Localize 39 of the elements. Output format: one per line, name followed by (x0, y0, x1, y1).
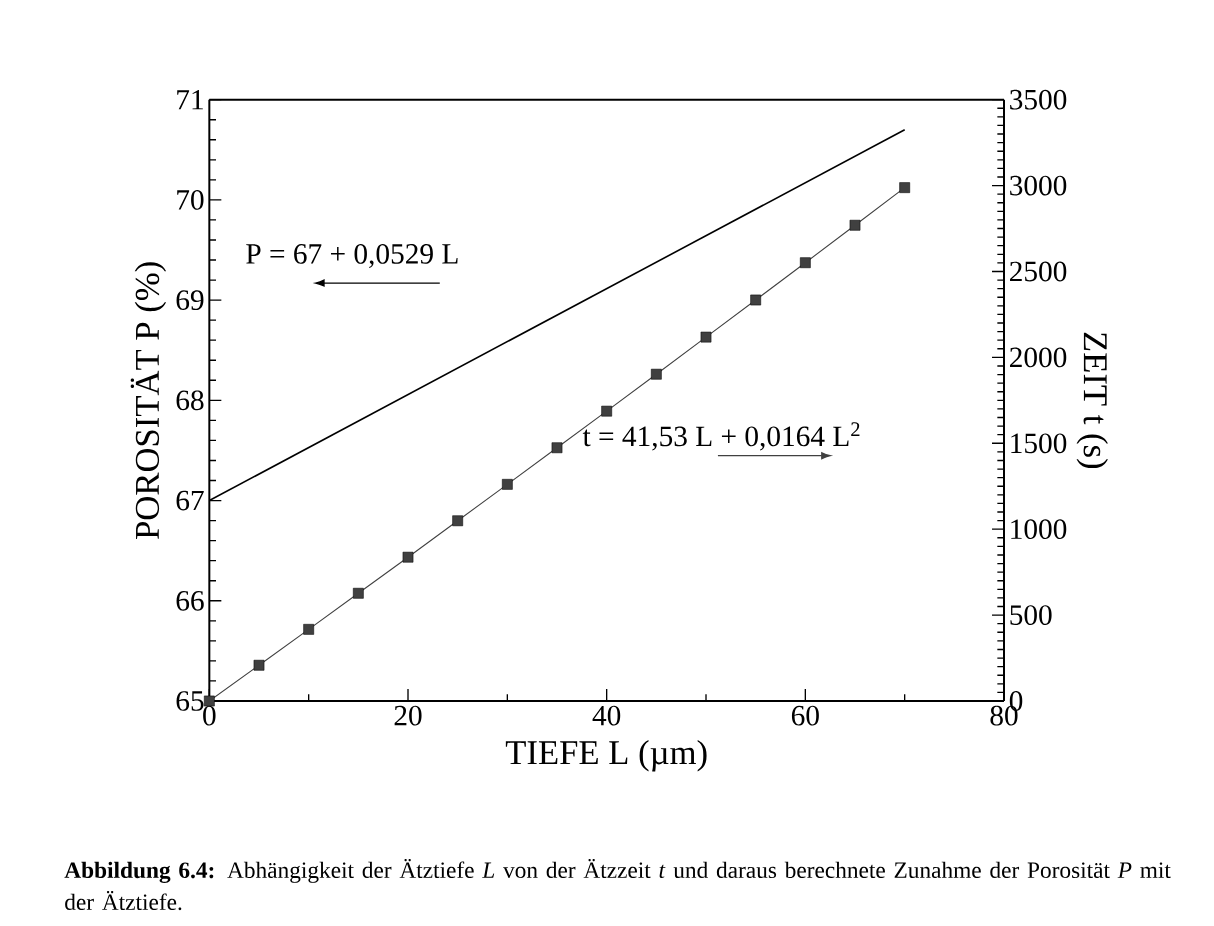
point (353, 587, 364, 599)
point (204, 695, 215, 707)
y2-tick-label: 1500 (1011, 433, 1067, 454)
point (899, 182, 911, 193)
point (800, 257, 811, 269)
y2-tick-label: 3000 (1010, 175, 1067, 196)
y-tick-label: 69 (176, 290, 204, 310)
y2-tick-label: 3500 (1010, 89, 1067, 110)
y2-tick-label: 2000 (1010, 347, 1067, 368)
point (452, 515, 464, 527)
y2-tick-label: 1000 (1011, 519, 1067, 540)
y-tick-label: 70 (177, 189, 204, 210)
y2-tick-label: 500 (1010, 605, 1052, 625)
x-tick-label: 20 (394, 705, 422, 726)
point (402, 551, 414, 563)
annotation: P = 67 + 0,0529 L (246, 244, 458, 269)
y-tick-label: 68 (176, 390, 204, 411)
point (651, 368, 662, 380)
point (700, 331, 712, 343)
y-tick-label: 71 (177, 89, 203, 110)
y2-tick-label: 2500 (1010, 261, 1067, 282)
text: Abbildung 6.4: Abhängigkeit der Ätztiefe L von der Ätzzeit t und daraus berechnete Zunahme der Porosität P mit der Ätztiefe. (64, 858, 1171, 911)
annotation: t = 41,53 L + 0,0164 L$^{2}$ (582, 422, 860, 451)
point (551, 442, 563, 454)
x-tick-label: 60 (791, 705, 819, 726)
point (303, 624, 315, 635)
y-tick-label: 67 (176, 490, 204, 511)
y-tick-label: 66 (176, 590, 204, 611)
point (253, 659, 265, 671)
point (502, 479, 513, 490)
point (849, 219, 861, 231)
point (750, 294, 762, 306)
y-axis-title: POROSITÄT P (%) (130, 262, 167, 539)
y2-axis-title: ZEIT t (s) (1076, 332, 1108, 469)
y-tick-label: 65 (176, 691, 204, 711)
x-tick-label: 40 (592, 705, 621, 726)
x-tick-label: 0 (203, 705, 216, 726)
point (601, 405, 613, 417)
x-axis-title: TIEFE L (µm) (505, 740, 707, 772)
